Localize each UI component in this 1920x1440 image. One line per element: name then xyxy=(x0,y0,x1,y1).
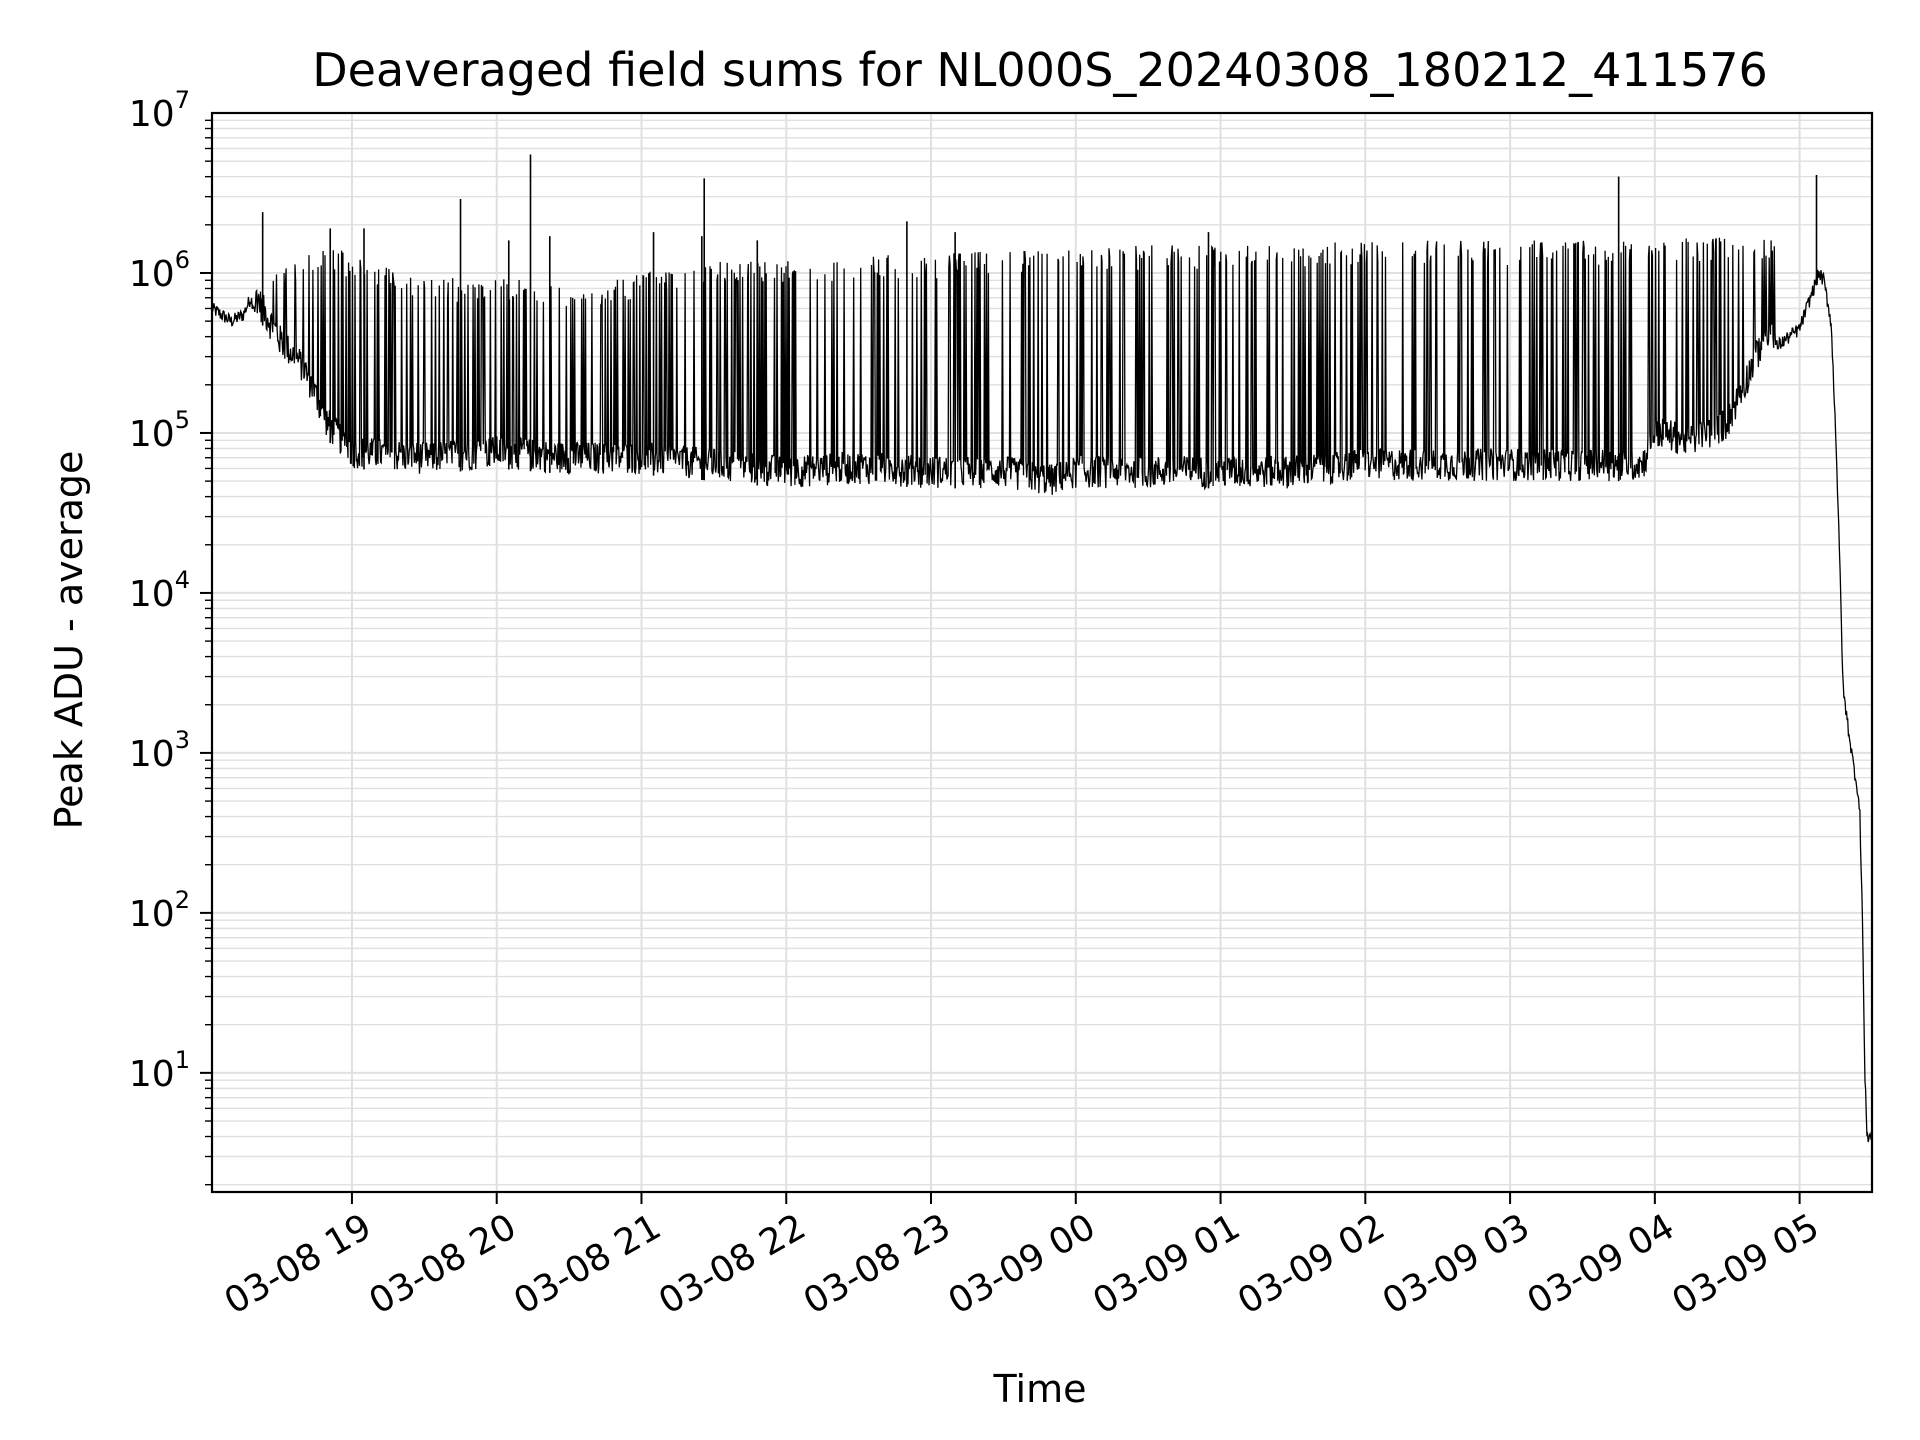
y-tick-label: 102 xyxy=(129,886,190,935)
series-path xyxy=(211,237,1873,1143)
x-axis-label: Time xyxy=(993,1367,1087,1411)
y-tick-label: 107 xyxy=(129,86,190,135)
y-tick-label: 101 xyxy=(129,1046,190,1095)
y-tick-label: 104 xyxy=(129,566,190,615)
y-tick-label: 106 xyxy=(129,246,190,295)
series-line xyxy=(211,154,1873,1143)
y-tick-label: 105 xyxy=(129,406,190,455)
y-axis-label: Peak ADU - average xyxy=(47,451,91,830)
y-tick-label: 103 xyxy=(129,726,190,775)
chart-title: Deaveraged field sums for NL000S_2024030… xyxy=(312,43,1768,97)
grid xyxy=(212,113,1872,1192)
plot-frame xyxy=(210,111,1874,1194)
